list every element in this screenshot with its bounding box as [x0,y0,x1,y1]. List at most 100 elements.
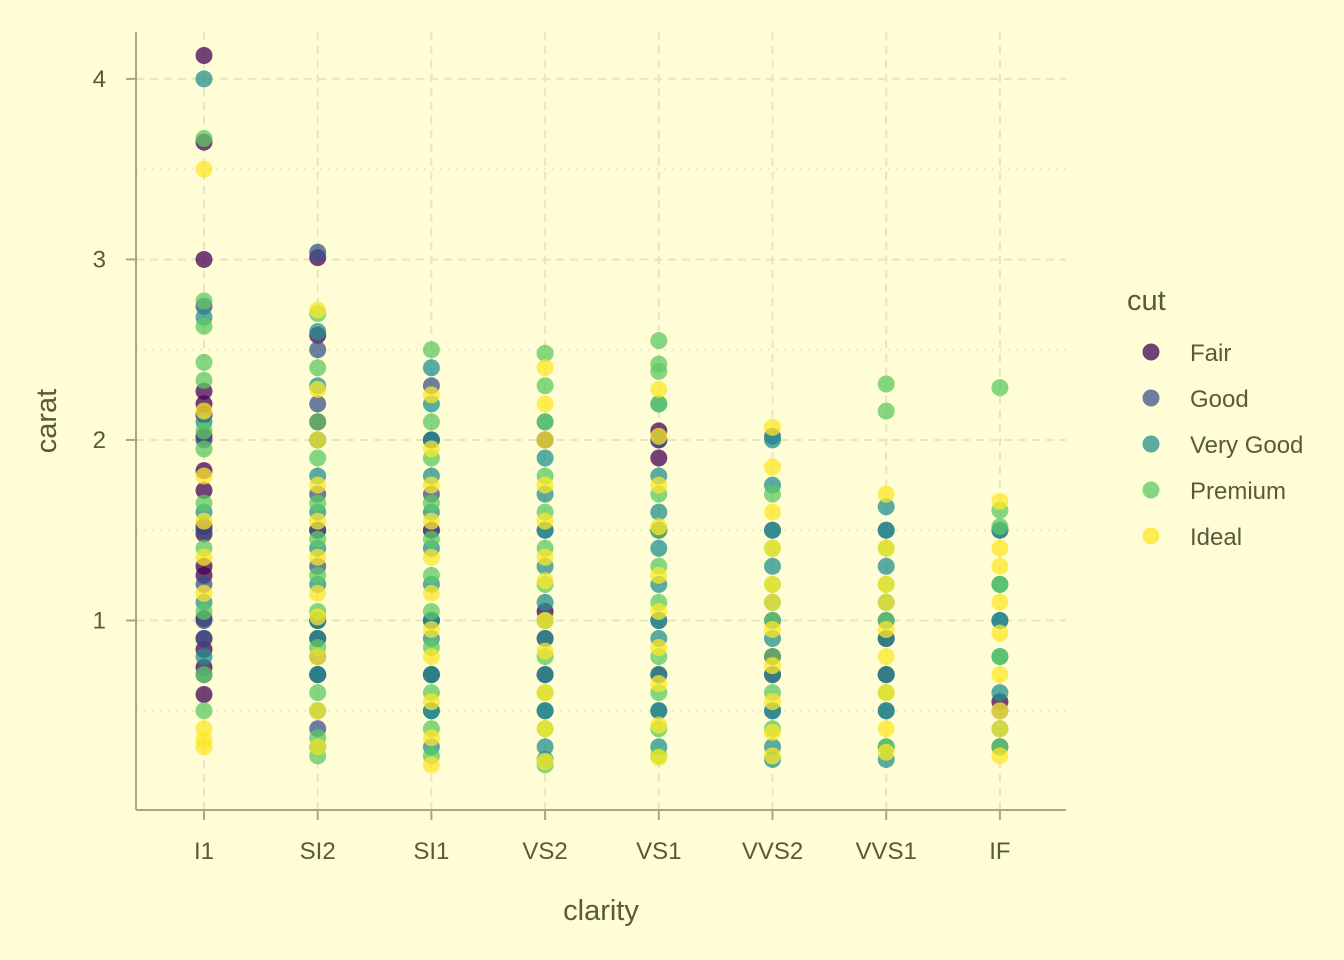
point-ideal-80 [991,720,1009,738]
point-ideal-42 [536,752,554,770]
point-ideal-63 [764,747,781,765]
point-premium-76 [991,575,1009,593]
point-premium-21 [309,684,327,702]
point-ideal-24 [422,548,440,566]
point-ideal-41 [536,720,554,738]
point-ideal-74 [991,539,1009,557]
point-premium-29 [422,566,440,584]
x-tick-label-0: I1 [194,838,214,865]
y-tick-label-1: 2 [93,427,106,454]
point-very-good-72 [991,611,1009,629]
point-premium-59 [764,485,781,503]
point-very-good-37 [536,666,554,684]
y-tick-label-2: 3 [93,246,106,273]
point-ideal-64 [877,485,895,503]
point-premium-15 [309,449,327,467]
point-premium-9 [195,602,213,620]
point-ideal-62 [764,723,781,741]
point-premium-10 [195,666,213,684]
point-ideal-53 [764,418,781,436]
point-ideal-40 [536,684,554,702]
x-axis-title: clarity [563,895,639,927]
point-ideal-32 [536,395,554,413]
x-tick-label-3: VS2 [522,838,567,865]
legend-label-fair: Fair [1190,340,1231,367]
point-fair-35 [650,449,668,467]
point-ideal-33 [536,431,554,449]
point-premium-47 [650,332,668,350]
point-ideal-78 [991,666,1009,684]
point-ideal-46 [650,518,668,536]
legend-label-premium: Premium [1190,478,1286,505]
point-premium-30 [422,602,440,620]
x-axis-ticks: I1 SI2 SI1 VS2 VS1 VVS2 VVS1 IF [194,810,1011,865]
point-ideal-3 [195,512,213,530]
point-very-good-49 [650,702,668,720]
point-ideal-26 [422,620,440,638]
legend-label-very-good: Very Good [1190,432,1303,459]
point-premium-27 [422,494,440,512]
point-very-good-36 [536,630,554,648]
point-ideal-16 [309,608,327,626]
point-premium-24 [422,341,440,359]
legend-label-ideal: Ideal [1190,524,1242,551]
point-ideal-4 [195,548,213,566]
point-ideal-5 [195,584,213,602]
point-ideal-47 [650,566,668,584]
point-premium-0 [195,130,213,148]
point-ideal-37 [536,572,554,590]
point-very-good-62 [877,521,895,539]
point-premium-7 [195,494,213,512]
point-very-good-44 [650,539,668,557]
point-premium-16 [309,494,327,512]
legend-key-premium [1142,481,1160,499]
y-axis-ticks: 1 2 3 4 [93,66,136,634]
point-ideal-58 [764,593,781,611]
point-very-good-6 [309,323,327,341]
point-premium-5 [195,422,213,440]
point-ideal-55 [764,503,781,521]
point-ideal-76 [991,593,1009,611]
point-ideal-8 [195,738,213,756]
point-premium-77 [991,648,1009,666]
point-very-good-53 [764,521,781,539]
x-tick-label-7: IF [989,838,1010,865]
x-tick-label-1: SI2 [300,838,336,865]
point-ideal-18 [309,702,327,720]
point-premium-66 [877,375,895,393]
point-premium-75 [991,518,1009,536]
point-very-good-39 [536,738,554,756]
point-ideal-35 [536,512,554,530]
point-very-good-51 [764,431,781,449]
point-very-good-18 [422,359,440,377]
point-very-good-63 [877,557,895,575]
point-ideal-66 [877,575,895,593]
point-ideal-39 [536,642,554,660]
legend-key-ideal [1142,527,1160,545]
point-ideal-75 [991,557,1009,575]
point-ideal-30 [422,756,440,774]
point-ideal-72 [877,743,895,761]
legend-title: cut [1127,285,1166,317]
point-premium-67 [877,402,895,420]
point-premium-6 [195,440,213,458]
point-premium-37 [536,413,554,431]
point-ideal-28 [422,693,440,711]
point-premium-14 [309,413,327,431]
legend: cut Fair Good Very Good Premium Ideal [1127,285,1303,551]
point-ideal-43 [650,380,668,398]
point-premium-4 [195,371,213,389]
point-ideal-29 [422,729,440,747]
point-premium-50 [650,395,668,413]
point-ideal-56 [764,539,781,557]
point-very-good-61 [877,498,895,516]
point-ideal-60 [764,657,781,675]
point-good-8 [309,341,327,359]
point-ideal-61 [764,693,781,711]
point-ideal-25 [422,584,440,602]
point-ideal-70 [877,684,895,702]
point-ideal-0 [195,160,213,178]
point-very-good-0 [195,70,213,88]
point-ideal-21 [422,440,440,458]
point-ideal-69 [877,648,895,666]
